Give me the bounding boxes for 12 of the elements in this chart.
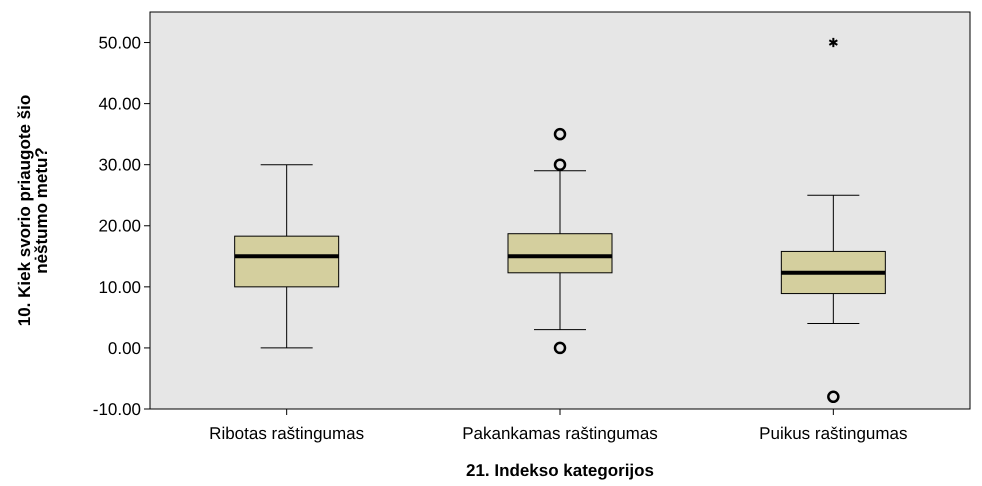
y-tick-label: -10.00: [92, 400, 141, 419]
y-tick-label: 50.00: [98, 33, 141, 52]
y-tick-label: 30.00: [98, 156, 141, 175]
y-tick-label: 20.00: [98, 216, 141, 236]
x-tick-label: Ribotas raštingumas: [209, 424, 364, 443]
y-tick-label: 40.00: [98, 94, 141, 114]
x-axis-title: 21. Indekso kategorijos: [466, 461, 654, 480]
y-tick-label: 10.00: [98, 278, 141, 297]
x-tick-label: Puikus raštingumas: [759, 424, 908, 443]
x-tick-label: Pakankamas raštingumas: [462, 424, 658, 443]
y-axis-title: 10. Kiek svorio priaugote šio nėštumo metu?: [15, 94, 51, 326]
y-tick-label: 0.00: [108, 338, 141, 358]
